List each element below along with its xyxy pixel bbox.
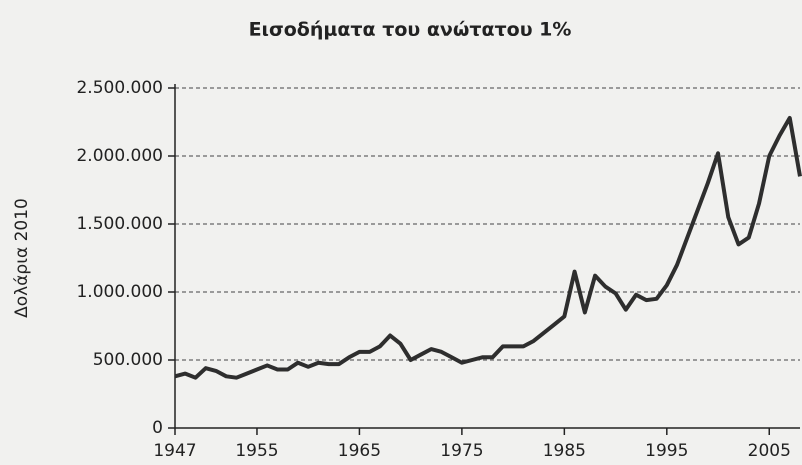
x-tick-label: 2005: [748, 441, 791, 461]
y-axis-label: Δολάρια 2010: [12, 198, 32, 318]
x-tick-label: 1955: [235, 441, 278, 461]
x-tick-label: 1975: [440, 441, 483, 461]
y-tick-label: 1.500.000: [76, 214, 163, 234]
data-line: [174, 115, 802, 380]
chart-title: Εισοδήματα του ανώτατου 1%: [249, 19, 572, 41]
y-tick-label: 2.500.000: [76, 78, 163, 98]
y-tick-label: 0: [152, 418, 163, 438]
y-tick-label: 1.000.000: [76, 282, 163, 302]
x-tick-label: 1995: [645, 441, 688, 461]
y-tick-label: 500.000: [93, 350, 163, 370]
x-tick-label: 1985: [543, 441, 586, 461]
y-tick-label: 2.000.000: [76, 146, 163, 166]
x-tick-label: 1965: [338, 441, 381, 461]
x-tick-label: 1947: [153, 441, 196, 461]
